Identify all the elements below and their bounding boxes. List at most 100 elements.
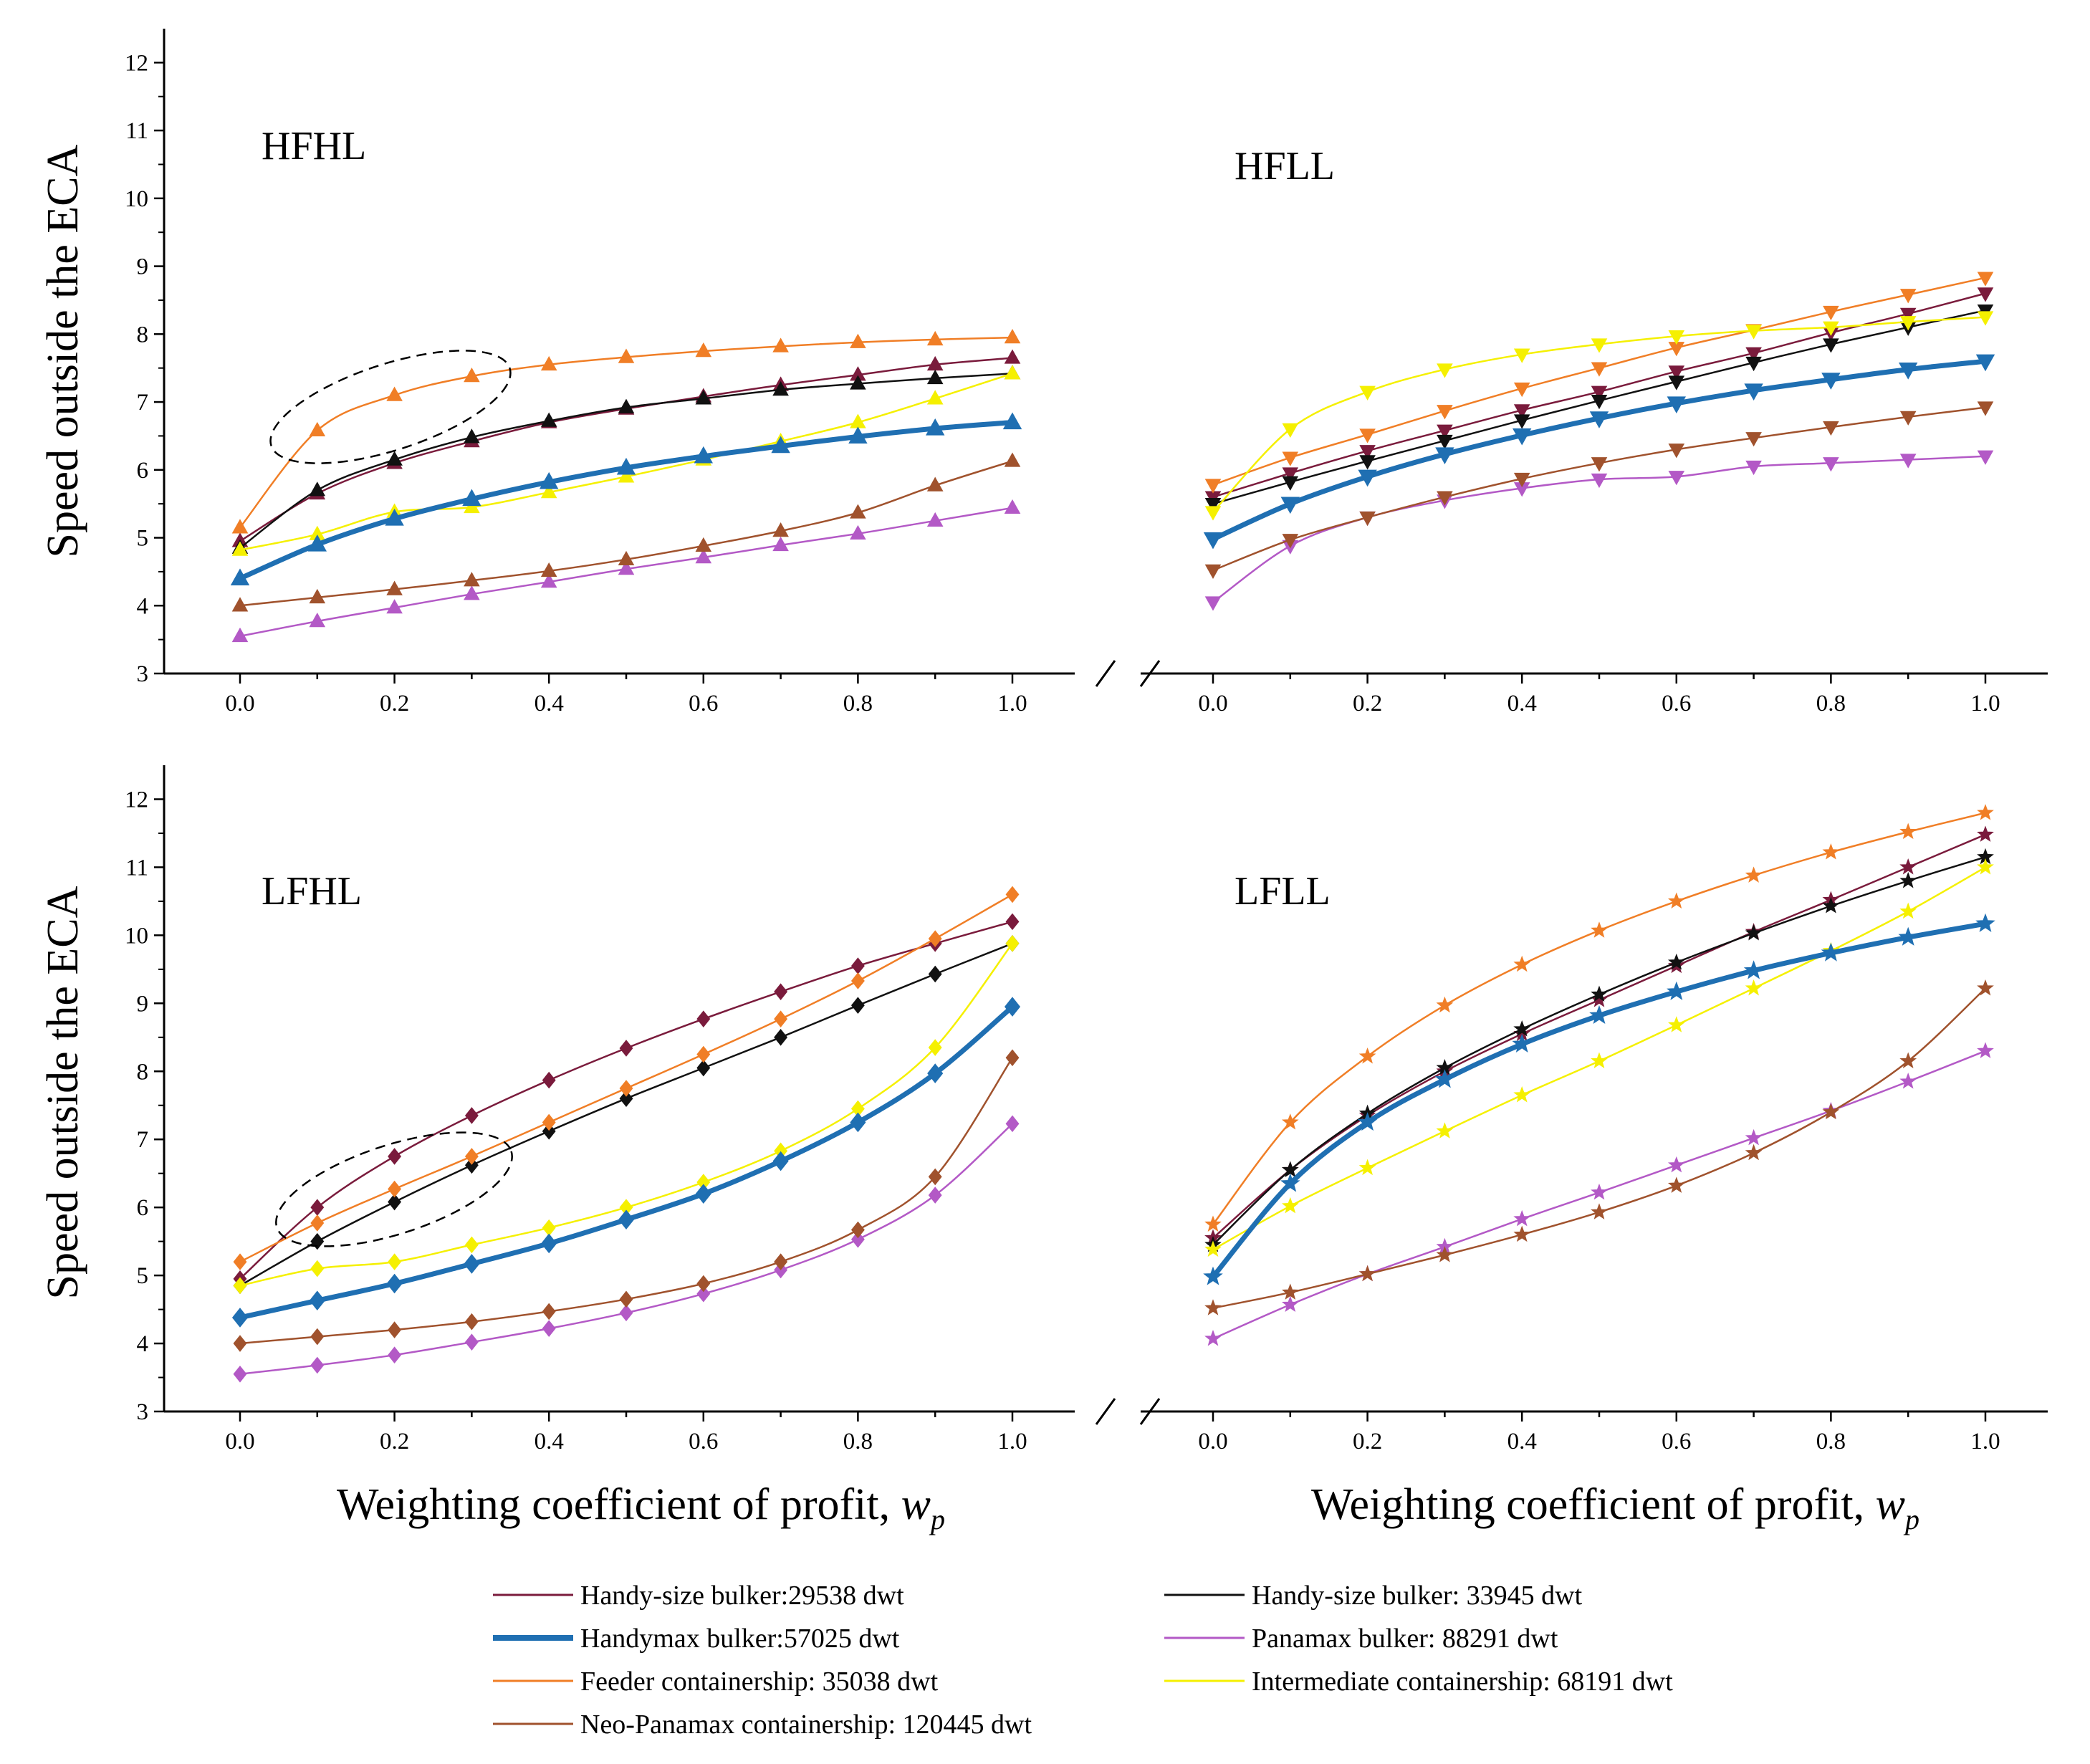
data-point-hfhl <box>386 599 403 614</box>
data-point-lfll <box>1745 924 1763 941</box>
x-tick-label-lfll: 0.0 <box>1198 1429 1227 1454</box>
data-point-hfll <box>1204 479 1222 494</box>
data-point-lfll <box>1204 1299 1222 1315</box>
data-point-hfhl <box>231 519 249 534</box>
data-point-hfhl <box>1004 499 1021 514</box>
data-point-hfhl <box>464 428 480 444</box>
data-point-hfhl <box>231 627 249 643</box>
legend-label-feeder-35038: Feeder containership: 35038 dwt <box>580 1667 939 1697</box>
data-point-hfll <box>1282 451 1299 466</box>
y-tick-label-hfhl: 4 <box>137 593 149 619</box>
x-tick-label-hfll: 1.0 <box>1970 691 2000 716</box>
series-line-hfhl <box>239 336 1013 529</box>
data-point-hfll <box>1437 405 1453 420</box>
data-point-hfhl <box>540 412 557 427</box>
highlight-ellipse-hfhl <box>269 350 512 464</box>
data-point-hfhl <box>1004 452 1021 467</box>
data-point-lfhl <box>696 1045 711 1063</box>
data-point-hfll <box>1668 471 1685 486</box>
x-tick-label-hfhl: 0.4 <box>535 691 564 716</box>
data-point-hfll <box>1282 534 1299 549</box>
data-point-hfll <box>1591 473 1608 489</box>
data-point-lfll <box>1513 1225 1531 1242</box>
data-point-lfll <box>1899 1073 1917 1089</box>
data-point-lfhl <box>541 1233 557 1254</box>
highlight-ellipse-lfhl <box>275 1131 513 1247</box>
data-point-lfll <box>1667 1016 1685 1032</box>
data-point-lfll <box>1358 1265 1376 1282</box>
data-point-lfll <box>1822 897 1840 914</box>
y-tick-label-hfhl: 8 <box>137 322 149 347</box>
data-point-hfhl <box>307 534 327 552</box>
data-point-lfhl <box>464 1254 480 1274</box>
data-point-lfhl <box>233 1277 247 1295</box>
data-point-lfhl <box>928 930 942 947</box>
data-point-hfhl <box>1004 365 1021 380</box>
data-point-lfhl <box>464 1148 479 1165</box>
x-tick-label-hfhl: 0.6 <box>689 691 718 716</box>
data-point-lfll <box>1745 1144 1763 1161</box>
data-point-hfhl <box>231 541 249 556</box>
data-point-hfll <box>1977 401 1994 416</box>
data-point-hfll <box>1823 457 1839 472</box>
data-point-lfhl <box>464 1333 479 1351</box>
data-point-hfll <box>1899 411 1917 426</box>
data-point-hfll <box>1513 348 1530 363</box>
data-point-lfll <box>1513 1020 1531 1037</box>
x-axis-sub-right: p <box>1903 1503 1919 1535</box>
data-point-lfhl <box>696 1059 711 1077</box>
data-point-lfll <box>1357 1112 1378 1131</box>
data-point-lfhl <box>850 997 865 1014</box>
data-point-lfhl <box>774 1253 788 1270</box>
series-line-hfhl <box>239 357 1013 542</box>
data-point-hfll <box>1204 497 1222 513</box>
data-point-hfhl <box>848 426 868 444</box>
series-line-lfll <box>1211 921 1986 1279</box>
data-point-hfhl <box>618 560 635 575</box>
data-point-lfhl <box>310 1199 325 1216</box>
data-point-hfhl <box>850 504 866 519</box>
data-point-hfll <box>1435 447 1454 465</box>
data-point-lfhl <box>542 1113 556 1131</box>
data-point-lfhl <box>1005 1049 1020 1067</box>
data-point-hfhl <box>926 369 944 385</box>
data-point-lfll <box>1977 979 1994 996</box>
series-line-lfhl <box>239 1123 1013 1376</box>
x-axis-title-left: Weighting coefficient of profit, wp <box>337 1480 945 1535</box>
data-point-hfll <box>1282 467 1299 482</box>
data-point-lfll <box>1975 913 1995 932</box>
x-tick-label-lfll: 0.6 <box>1662 1429 1691 1454</box>
y-tick-label-hfhl: 9 <box>137 254 149 280</box>
axis-break-mark-hfhl <box>1095 660 1116 687</box>
data-point-hfhl <box>850 375 866 390</box>
y-tick-label-lfhl: 12 <box>125 787 148 813</box>
data-point-hfhl <box>386 451 403 466</box>
data-point-lfhl <box>388 1253 402 1270</box>
data-point-lfll <box>1591 1203 1608 1219</box>
series-line-lfll <box>1212 856 1986 1246</box>
data-point-hfhl <box>772 380 789 396</box>
data-point-hfhl <box>618 550 635 566</box>
data-point-lfhl <box>388 1148 402 1165</box>
data-point-lfll <box>1281 1295 1299 1312</box>
data-point-hfll <box>1823 321 1839 336</box>
data-point-hfll <box>1898 362 1918 380</box>
data-point-lfll <box>1821 942 1841 962</box>
series-line-hfll <box>1212 277 1986 486</box>
data-point-lfhl <box>310 1214 325 1232</box>
data-point-hfhl <box>386 580 403 595</box>
data-point-lfhl <box>772 1151 789 1171</box>
series-line-lfhl <box>239 1057 1014 1345</box>
series-line-lfll <box>1212 812 1986 1225</box>
data-point-hfhl <box>618 348 635 363</box>
data-point-lfll <box>1899 902 1917 919</box>
data-point-lfll <box>1204 1240 1222 1257</box>
data-point-lfll <box>1898 926 1918 946</box>
data-point-hfll <box>1204 564 1222 580</box>
data-point-lfll <box>1513 1209 1531 1227</box>
data-point-lfll <box>1513 955 1531 972</box>
x-axis-title-left-text: Weighting coefficient of profit, <box>337 1480 901 1529</box>
x-tick-label-hfhl: 0.2 <box>380 691 409 716</box>
x-axis-title-right-text: Weighting coefficient of profit, <box>1311 1480 1876 1529</box>
data-point-lfll <box>1591 985 1608 1002</box>
